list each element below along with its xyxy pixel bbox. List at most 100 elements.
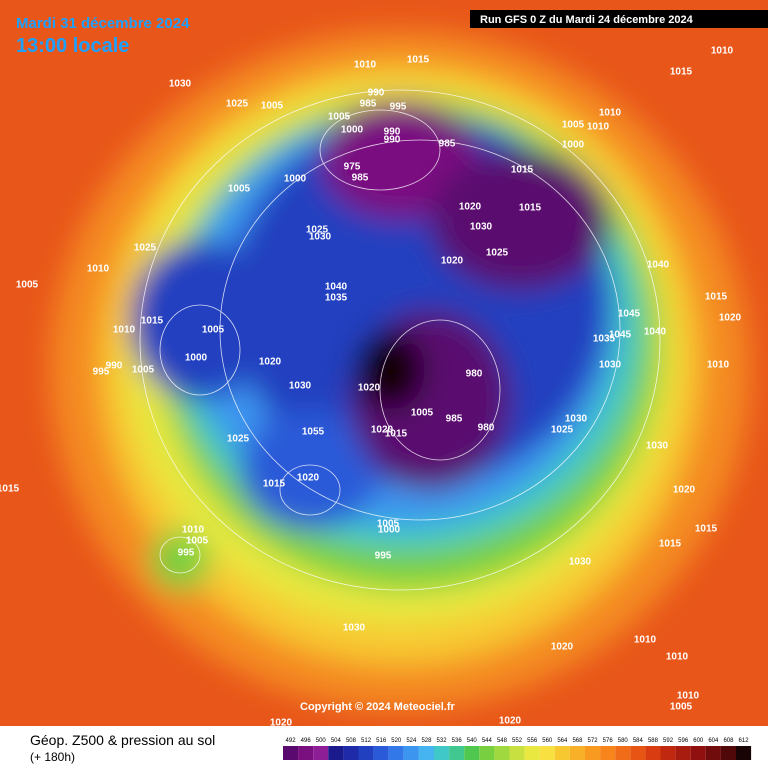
legend-swatch: [569, 746, 585, 760]
isobar-label: 1010: [587, 122, 610, 133]
legend-value: 572: [588, 738, 599, 744]
run-box: [470, 10, 768, 28]
legend-value: 504: [331, 738, 342, 744]
isobar-label: 1030: [565, 414, 588, 425]
isobar-label: 1055: [302, 427, 325, 438]
isobar-label: 1000: [378, 525, 401, 536]
isobar-label: 1015: [511, 165, 534, 176]
isobar-label: 1020: [270, 718, 293, 729]
isobar-label: 1020: [499, 716, 522, 727]
isobar-label: 1005: [16, 280, 39, 291]
isobar-label: 1010: [182, 525, 205, 536]
isobar-label: 1005: [202, 325, 225, 336]
isobar-label: 985: [446, 414, 463, 425]
isobar-label: 1005: [132, 365, 155, 376]
isobar-label: 1005: [377, 519, 400, 530]
isobar-label: 1015: [659, 539, 682, 550]
legend-value: 580: [618, 738, 629, 744]
isobar-label: 990: [106, 361, 123, 372]
isobar-label: 995: [375, 551, 392, 562]
legend-value: 532: [437, 738, 448, 744]
legend-value: 588: [648, 738, 659, 744]
isobar-label: 1010: [354, 60, 377, 71]
legend-swatch: [690, 746, 706, 760]
isobar-label: 1005: [328, 112, 351, 123]
isobar-label: 990: [368, 88, 385, 99]
isobar-label: 985: [352, 173, 369, 184]
legend-value: 592: [663, 738, 674, 744]
isobar-label: 1000: [341, 125, 364, 136]
legend-swatch: [343, 746, 359, 760]
isobar-label: 985: [439, 139, 456, 150]
isobar-label: 1020: [441, 256, 464, 267]
isobar-label: 1045: [618, 309, 641, 320]
run-info: Run GFS 0 Z du Mardi 24 décembre 2024: [480, 14, 694, 26]
isobar-label: 995: [390, 102, 407, 113]
z500-field: [0, 0, 768, 726]
legend-swatch: [479, 746, 495, 760]
legend-swatch: [509, 746, 525, 760]
isobar-label: 995: [178, 548, 195, 559]
isobar-label: 1030: [169, 79, 192, 90]
isobar-label: 1015: [263, 479, 286, 490]
legend-value: 540: [467, 738, 478, 744]
legend-value: 552: [512, 738, 523, 744]
legend-value: 600: [693, 738, 704, 744]
legend-value: 568: [572, 738, 583, 744]
product-title: Géop. Z500 & pression au sol: [30, 732, 215, 748]
legend-swatch: [539, 746, 555, 760]
legend-value: 560: [542, 738, 553, 744]
valid-time: 13:00 locale: [16, 35, 129, 57]
isobar-label: 1020: [673, 485, 696, 496]
legend-swatch: [600, 746, 616, 760]
legend-swatch: [705, 746, 721, 760]
isobar-label: 1015: [670, 67, 693, 78]
isobar-label: 1020: [719, 313, 742, 324]
isobar-label: 1005: [411, 408, 434, 419]
legend-swatch: [585, 746, 601, 760]
legend-value: 524: [406, 738, 417, 744]
legend-swatch: [554, 746, 570, 760]
legend-value: 608: [723, 738, 734, 744]
isobar-label: 1030: [343, 623, 366, 634]
legend-swatch: [403, 746, 419, 760]
isobar-label: 1005: [562, 120, 585, 131]
legend-swatch: [434, 746, 450, 760]
isobar-label: 1005: [670, 702, 693, 713]
isobar-label: 1010: [707, 360, 730, 371]
isobar-label: 1030: [599, 360, 622, 371]
isobar-label: 1040: [647, 260, 670, 271]
legend-swatch: [524, 746, 540, 760]
legend-value: 544: [482, 738, 493, 744]
legend-swatch: [720, 746, 736, 760]
isobar-label: 1035: [593, 334, 616, 345]
isobar-label: 1015: [407, 55, 430, 66]
legend-value: 596: [678, 738, 689, 744]
legend-swatch: [328, 746, 344, 760]
isobar-label: 1015: [695, 524, 718, 535]
isobar-label: 1020: [358, 383, 381, 394]
isobar-label: 1015: [385, 429, 408, 440]
isobar-label: 1030: [569, 557, 592, 568]
legend-swatch: [630, 746, 646, 760]
isobar-label: 1010: [87, 264, 110, 275]
lead-time: (+ 180h): [30, 750, 75, 764]
legend-swatch: [645, 746, 661, 760]
isobar-label: 1040: [325, 282, 348, 293]
isobar-label: 1010: [599, 108, 622, 119]
legend-swatch: [388, 746, 404, 760]
isobar-label: 1020: [371, 425, 394, 436]
isobar-label: 1025: [226, 99, 249, 110]
isobar-label: 1020: [297, 473, 320, 484]
legend-value: 496: [301, 738, 312, 744]
legend-value: 512: [361, 738, 372, 744]
legend-swatch: [675, 746, 691, 760]
isobar-label: 1025: [134, 243, 157, 254]
legend-swatch: [660, 746, 676, 760]
legend-value: 528: [421, 738, 432, 744]
legend-value: 556: [527, 738, 538, 744]
legend-value: 548: [497, 738, 508, 744]
isobar-label: 1030: [646, 441, 669, 452]
